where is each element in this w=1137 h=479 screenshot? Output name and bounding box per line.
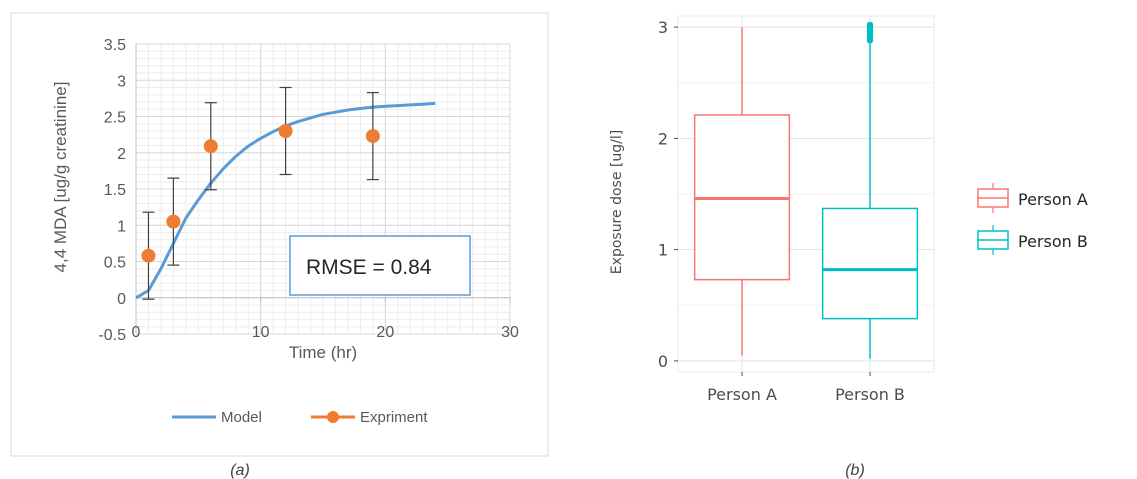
y-tick-label: 1.5 (104, 182, 126, 199)
y-tick-label: 2 (658, 129, 668, 148)
experiment-point (203, 139, 218, 154)
x-tick-label: 0 (132, 324, 141, 341)
experiment-point (278, 124, 293, 138)
x-tick-label: 20 (376, 324, 394, 341)
experiment-point (166, 214, 181, 229)
y-tick-label: 0 (658, 352, 668, 371)
y-tick-label: 2 (117, 146, 126, 163)
x-tick-label: 10 (252, 324, 270, 341)
x-tick-label: Person A (707, 385, 777, 404)
legend-person-a-label: Person A (1018, 190, 1088, 209)
experiment-point (141, 248, 156, 263)
chart-a-legend: Model Expriment (172, 409, 428, 426)
chart-a-xlabel: Time (hr) (289, 343, 357, 362)
y-tick-label: -0.5 (98, 327, 126, 344)
experiment-point (365, 129, 380, 144)
chart-a-ylabel: 4,4 MDA [ug/g creatinine] (51, 82, 70, 273)
y-tick-label: 2.5 (104, 110, 126, 127)
chart-b-caption: (b) (845, 462, 865, 479)
y-tick-label: 0 (117, 291, 126, 308)
y-tick-label: 3.5 (104, 37, 126, 54)
outlier-point (866, 21, 874, 29)
y-tick-label: 3 (658, 18, 668, 37)
y-tick-label: 1 (658, 241, 668, 260)
legend-person-b-label: Person B (1018, 232, 1088, 251)
chart-a-frame (10, 12, 549, 457)
rmse-annotation: RMSE = 0.84 (306, 256, 432, 279)
legend-model-label: Model (221, 409, 262, 426)
x-tick-label: Person B (835, 385, 905, 404)
box (821, 207, 919, 320)
chart-a-caption: (a) (230, 462, 250, 479)
rmse-annotation-box (289, 235, 471, 296)
x-tick-label: 30 (501, 324, 519, 341)
y-tick-label: 3 (117, 73, 126, 90)
legend-experiment-marker (327, 411, 339, 423)
chart-b-legend: Person A Person B (977, 183, 1088, 255)
legend-experiment-label: Expriment (360, 409, 428, 426)
chart-b-ylabel: Exposure dose [ug/l] (609, 130, 625, 274)
y-tick-label: 0.5 (104, 255, 126, 272)
y-tick-label: 1 (117, 218, 126, 235)
